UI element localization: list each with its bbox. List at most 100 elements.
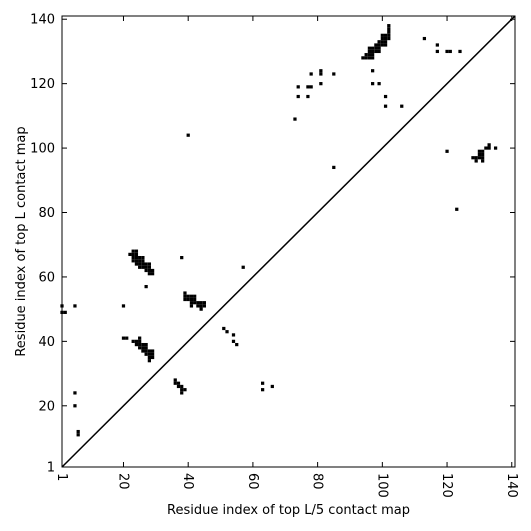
contact-point-top-l [367, 56, 372, 60]
x-tick-label: 40 [180, 473, 195, 490]
contact-point-top-l [377, 82, 381, 86]
contact-point-top-l5 [138, 259, 142, 263]
y-axis-label: Residue index of top L contact map [14, 126, 29, 356]
contact-point-top-l5 [193, 301, 197, 305]
x-tick-label: 20 [115, 473, 130, 490]
contact-point-top-l5 [180, 391, 184, 395]
contact-point-top-l5 [134, 256, 139, 260]
contact-point-top-l [371, 69, 375, 73]
contact-point-top-l5 [134, 249, 139, 253]
contact-points [60, 24, 498, 437]
contact-point-top-l5 [141, 342, 145, 347]
contact-point-top-l5 [131, 339, 135, 343]
contact-point-top-l5 [180, 256, 184, 260]
contact-point-top-l5 [131, 252, 135, 256]
contact-point-top-l5 [121, 336, 126, 340]
contact-point-top-l5 [147, 262, 151, 266]
contact-point-top-l5 [183, 297, 187, 302]
contact-point-top-l [380, 40, 384, 44]
contact-point-top-l [474, 156, 478, 160]
contact-point-top-l [296, 85, 300, 89]
contact-point-top-l5 [131, 256, 135, 260]
contact-point-top-l [448, 49, 452, 54]
contact-point-top-l [332, 72, 336, 76]
contact-point-top-l5 [134, 262, 139, 266]
contact-point-top-l5 [261, 381, 265, 385]
contact-point-top-l [383, 43, 388, 47]
contact-point-top-l5 [147, 272, 151, 276]
contact-point-top-l5 [134, 252, 139, 256]
contact-point-top-l [374, 43, 378, 47]
contact-point-top-l [481, 149, 485, 153]
contact-point-top-l5 [138, 339, 142, 343]
contact-point-top-l [481, 156, 485, 160]
contact-point-top-l [319, 72, 323, 76]
contact-point-top-l [383, 94, 388, 99]
contact-point-top-l5 [134, 259, 139, 263]
contact-point-top-l [380, 43, 384, 47]
contact-point-top-l [445, 149, 449, 153]
contact-point-top-l5 [144, 352, 148, 356]
contact-point-top-l [306, 94, 310, 99]
contact-point-top-l5 [121, 304, 126, 308]
contact-point-top-l [383, 33, 388, 37]
contact-point-top-l5 [183, 294, 187, 298]
contact-point-top-l5 [189, 294, 194, 298]
contact-point-top-l5 [147, 352, 151, 356]
contact-point-top-l5 [76, 433, 80, 437]
contact-point-top-l [380, 36, 384, 41]
contact-point-top-l5 [141, 262, 145, 266]
contact-point-top-l [374, 46, 378, 50]
contact-point-top-l5 [141, 259, 145, 263]
contact-point-top-l5 [138, 256, 142, 260]
contact-point-top-l5 [73, 391, 77, 395]
contact-point-top-l5 [141, 346, 145, 350]
y-tick-label: 40 [38, 335, 55, 350]
contact-point-top-l [484, 146, 488, 150]
contact-point-top-l [387, 27, 391, 31]
contact-point-top-l5 [128, 252, 132, 256]
contact-point-top-l5 [76, 429, 80, 434]
contact-point-top-l5 [138, 262, 142, 266]
y-tick-label: 80 [38, 206, 55, 221]
x-tick-label: 140 [504, 473, 519, 498]
contact-point-top-l5 [150, 352, 155, 356]
contact-point-top-l5 [63, 310, 67, 314]
contact-point-top-l5 [141, 349, 145, 353]
contact-point-top-l5 [173, 378, 177, 382]
contact-point-top-l [296, 94, 300, 99]
contact-point-top-l5 [196, 304, 200, 308]
contact-point-top-l5 [186, 133, 190, 137]
contact-point-top-l5 [138, 346, 142, 350]
contact-point-top-l [374, 49, 378, 54]
contact-point-top-l5 [196, 301, 200, 305]
contact-point-top-l [422, 36, 427, 41]
contact-point-top-l [387, 24, 391, 28]
contact-point-top-l5 [261, 388, 265, 392]
contact-point-top-l5 [131, 259, 135, 263]
contact-point-top-l5 [189, 301, 194, 305]
contact-point-top-l5 [147, 355, 151, 360]
contact-point-top-l5 [231, 333, 236, 337]
contact-point-top-l [364, 56, 368, 60]
contact-point-top-l [435, 43, 439, 47]
contact-point-top-l5 [183, 388, 187, 392]
contact-point-top-l5 [189, 304, 194, 308]
contact-point-top-l [380, 33, 384, 37]
contact-point-top-l5 [144, 342, 148, 347]
contact-point-top-l [319, 69, 323, 73]
contact-point-top-l [367, 46, 372, 50]
y-tick-label: 60 [38, 270, 55, 285]
contact-point-top-l5 [144, 262, 148, 266]
contact-point-top-l [455, 207, 459, 211]
contact-point-top-l5 [202, 301, 206, 305]
contact-point-top-l [387, 36, 391, 41]
contact-point-top-l5 [193, 294, 197, 298]
contact-point-top-l5 [241, 265, 245, 269]
contact-point-top-l [306, 85, 310, 89]
contact-point-top-l5 [235, 342, 239, 347]
diagonal-line [61, 15, 516, 468]
contact-point-top-l5 [147, 268, 151, 273]
